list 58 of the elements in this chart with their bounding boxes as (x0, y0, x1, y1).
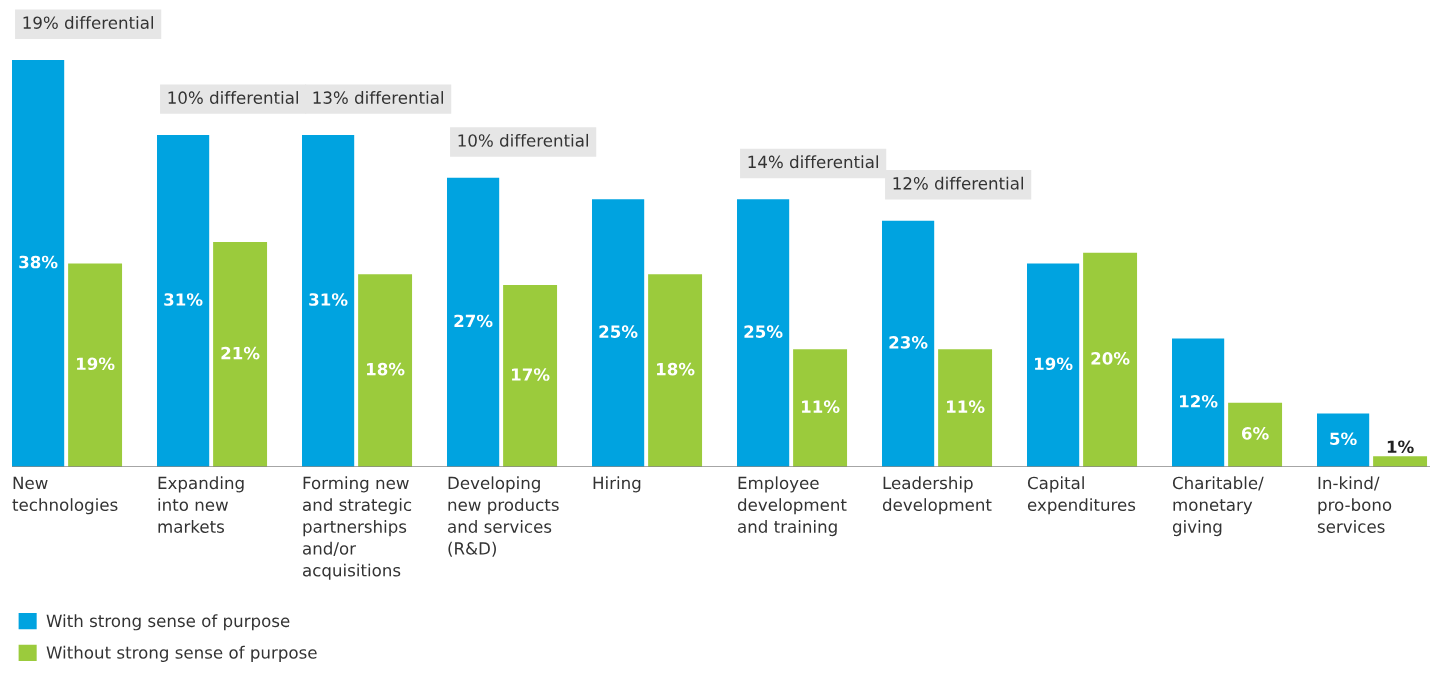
bar (1228, 402, 1283, 467)
data-label: 23% (889, 336, 928, 349)
x-tick-label: Expanding into new markets (158, 476, 244, 533)
annotation: 10% differential (458, 133, 588, 147)
x-tick-label: New technologies (12, 476, 118, 515)
bar (68, 263, 123, 467)
bar (1373, 456, 1428, 467)
annotation: 10% differential (168, 91, 298, 104)
data-label: 31% (309, 293, 348, 306)
x-tick-label: Hiring (593, 476, 641, 493)
x-tick-label: Developing new products and services (R&D) (448, 476, 559, 557)
bar (793, 349, 848, 467)
data-label: 6% (1241, 427, 1269, 440)
bar (1083, 252, 1138, 467)
data-label: 11% (947, 400, 985, 413)
x-tick-label: Charitable/ monetary giving (1172, 476, 1264, 537)
x-tick-label: Leadership development (882, 476, 992, 515)
data-label: 18% (657, 362, 695, 376)
annotation: 19% differential (23, 16, 153, 29)
bar (882, 220, 935, 467)
annotation: 14% differential (748, 155, 878, 169)
data-label: 27% (454, 314, 493, 328)
data-label: 18% (367, 362, 405, 376)
legend-label: With strong sense of purpose (46, 614, 290, 631)
data-label: 21% (221, 346, 260, 360)
bar (737, 199, 790, 467)
data-label: 31% (164, 293, 203, 306)
bar (358, 274, 413, 467)
bar (12, 60, 65, 467)
bar (1027, 263, 1080, 467)
data-label: 11% (802, 400, 840, 413)
x-tick-label: Forming new and strategic partnerships and/or acquisitions (303, 476, 412, 580)
data-label: 1% (1387, 440, 1414, 454)
bar (157, 134, 210, 467)
bar (503, 284, 558, 467)
data-label: 20% (1091, 352, 1130, 365)
data-label: 19% (77, 357, 115, 371)
bar (302, 134, 355, 467)
data-label: 25% (744, 325, 783, 338)
bar (592, 199, 645, 467)
x-tick-label: Employee development and training (737, 476, 847, 537)
x-tick-label: In-kind/ pro-bono services (1317, 476, 1392, 533)
bar (1172, 338, 1225, 467)
bar (938, 349, 993, 467)
data-label: 12% (1180, 394, 1218, 408)
bar (447, 177, 500, 467)
data-label: 17% (512, 368, 550, 381)
x-tick-label: Capital expenditures (1027, 476, 1136, 515)
annotation: 13% differential (313, 91, 443, 104)
legend-label: Without strong sense of purpose (46, 645, 317, 662)
bar (213, 242, 268, 467)
bar (1317, 413, 1370, 467)
data-label: 19% (1035, 357, 1073, 371)
annotation: 12% differential (893, 176, 1023, 190)
data-label: 5% (1330, 432, 1357, 446)
data-label: 38% (19, 255, 58, 269)
data-label: 25% (599, 325, 638, 338)
bar (648, 274, 703, 467)
